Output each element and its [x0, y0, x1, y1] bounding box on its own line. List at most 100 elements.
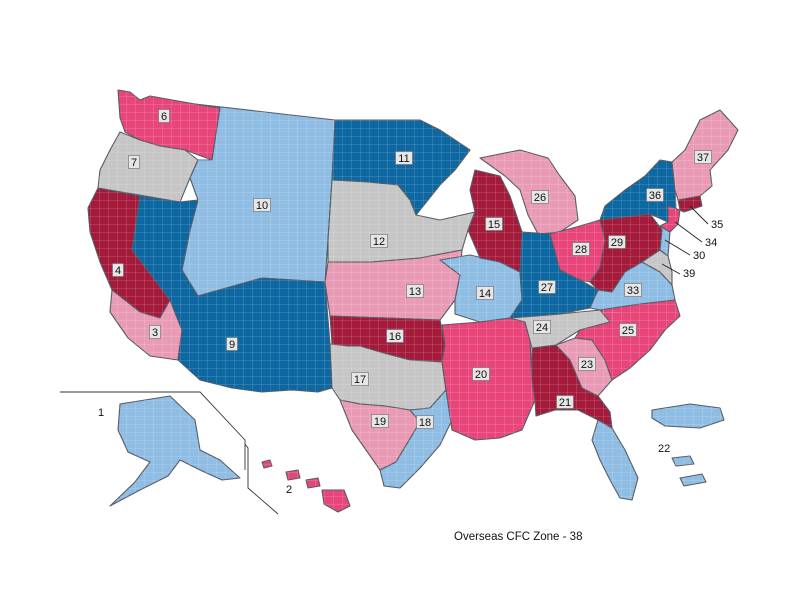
- zone-label-text: 33: [627, 285, 639, 297]
- leader-35: [689, 205, 709, 225]
- zone-label-9: 9: [226, 337, 238, 351]
- zone-2-island-d[interactable]: [321, 489, 351, 513]
- zone-label-text: 15: [488, 219, 500, 231]
- zone-label-text: 26: [534, 192, 546, 204]
- zone-label-3: 3: [149, 325, 161, 339]
- zone-22-puerto-rico[interactable]: [651, 403, 725, 429]
- zone-label-box: [370, 234, 388, 248]
- zone-label-36: 36: [646, 188, 664, 202]
- leader-30: [664, 239, 691, 256]
- zone-label-text: 24: [536, 322, 548, 334]
- overseas-zone-note: Overseas CFC Zone - 38: [454, 531, 583, 543]
- zone-label-21: 21: [556, 395, 574, 409]
- zone-label-box: [112, 263, 124, 277]
- zone-label-box: [158, 109, 170, 123]
- zone-label-box: [406, 284, 424, 298]
- zone-label-26: 26: [531, 190, 549, 204]
- alaska-inset-border: [60, 391, 246, 470]
- zone-label-22: 22: [658, 443, 670, 455]
- zone-label-7: 7: [128, 155, 140, 169]
- zone-label-27: 27: [538, 280, 556, 294]
- zone-label-text: 6: [161, 111, 167, 123]
- zone-label-box: [226, 337, 238, 351]
- zone-label-text: 21: [559, 397, 571, 409]
- zone-label-text: 29: [611, 237, 623, 249]
- zone-label-20: 20: [472, 367, 490, 381]
- zone-label-14: 14: [476, 286, 494, 300]
- zone-label-box: [128, 155, 140, 169]
- hawaii-inset-border: [244, 443, 279, 515]
- zone-label-28: 28: [572, 242, 590, 256]
- zone-label-text: 17: [354, 374, 366, 386]
- zone-label-box: [149, 325, 161, 339]
- zone-label-box: [253, 198, 271, 212]
- zone-label-23: 23: [578, 357, 596, 371]
- zone-22-virgin-islands-a[interactable]: [671, 455, 695, 467]
- zone-label-16: 16: [386, 329, 404, 343]
- zone-label-34: 34: [705, 237, 717, 249]
- zone-label-text: 7: [131, 157, 137, 169]
- zone-label-18: 18: [416, 415, 434, 429]
- zone-label-13: 13: [406, 284, 424, 298]
- zone-22-virgin-islands-b[interactable]: [679, 473, 707, 487]
- zone-label-text: 37: [697, 152, 709, 164]
- zone-label-text: 28: [575, 244, 587, 256]
- zone-label-box: [371, 414, 389, 428]
- zone-label-text: 3: [152, 327, 158, 339]
- zone-label-text: 36: [649, 190, 661, 202]
- zone-label-text: 13: [409, 286, 421, 298]
- zone-label-text: 4: [115, 265, 121, 277]
- zone-label-box: [533, 320, 551, 334]
- zone-label-text: 20: [475, 369, 487, 381]
- leader-39: [661, 263, 681, 275]
- zone-label-2: 2: [286, 484, 292, 496]
- zone-label-box: [476, 286, 494, 300]
- zone-label-17: 17: [351, 372, 369, 386]
- zone-label-box: [472, 367, 490, 381]
- zones-layer: [87, 89, 739, 513]
- zone-label-33: 33: [624, 283, 642, 297]
- zone-label-text: 9: [229, 339, 235, 351]
- zone-label-37: 37: [694, 150, 712, 164]
- zone-label-4: 4: [112, 263, 124, 277]
- zone-label-35: 35: [711, 219, 723, 231]
- zone-label-box: [556, 395, 574, 409]
- zone-12-region[interactable]: [327, 179, 476, 263]
- zone-1-region[interactable]: [109, 395, 241, 507]
- zone-22-region[interactable]: [591, 419, 639, 501]
- zone-label-box: [395, 151, 413, 165]
- zone-label-text: 14: [479, 288, 491, 300]
- zone-label-29: 29: [608, 235, 626, 249]
- zone-label-39: 39: [683, 268, 695, 280]
- zone-label-box: [386, 329, 404, 343]
- zone-label-12: 12: [370, 234, 388, 248]
- zone-label-1: 1: [98, 407, 104, 419]
- zone-label-30: 30: [693, 250, 705, 262]
- zone-label-10: 10: [253, 198, 271, 212]
- zone-2-island-a[interactable]: [261, 459, 273, 469]
- zone-2-island-b[interactable]: [285, 469, 301, 481]
- zone-label-box: [538, 280, 556, 294]
- zone-label-25: 25: [619, 323, 637, 337]
- zone-label-text: 25: [622, 325, 634, 337]
- zone-label-box: [531, 190, 549, 204]
- zone-label-text: 12: [373, 236, 385, 248]
- zone-2-island-c[interactable]: [305, 477, 321, 489]
- zone-label-box: [619, 323, 637, 337]
- zone-label-box: [578, 357, 596, 371]
- zone-label-box: [694, 150, 712, 164]
- zone-label-19: 19: [371, 414, 389, 428]
- zone-label-text: 27: [541, 282, 553, 294]
- zone-label-text: 23: [581, 359, 593, 371]
- zone-label-text: 10: [256, 200, 268, 212]
- zone-36-region[interactable]: [599, 159, 677, 223]
- zone-label-box: [416, 415, 434, 429]
- zone-label-11: 11: [395, 151, 413, 165]
- zone-label-box: [485, 217, 503, 231]
- zone-label-6: 6: [158, 109, 170, 123]
- zone-label-text: 11: [398, 153, 409, 165]
- zone-label-box: [608, 235, 626, 249]
- leader-34: [674, 221, 703, 243]
